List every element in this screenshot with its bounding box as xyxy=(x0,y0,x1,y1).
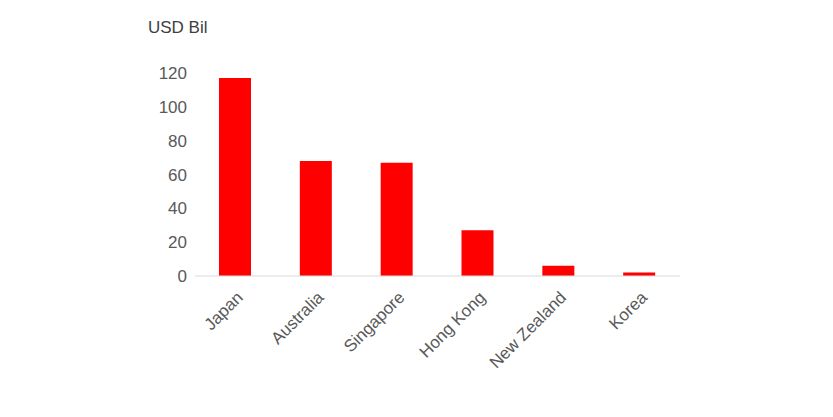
svg-text:New Zealand: New Zealand xyxy=(486,288,570,372)
svg-text:0: 0 xyxy=(178,267,187,286)
svg-text:40: 40 xyxy=(168,199,187,218)
svg-text:120: 120 xyxy=(159,64,187,83)
svg-text:Singapore: Singapore xyxy=(340,288,408,356)
svg-text:100: 100 xyxy=(159,98,187,117)
svg-text:Korea: Korea xyxy=(605,288,651,334)
svg-text:80: 80 xyxy=(168,132,187,151)
svg-text:20: 20 xyxy=(168,233,187,252)
html-text:USD Bil: USD Bil xyxy=(148,18,208,37)
svg-text:Japan: Japan xyxy=(201,288,247,334)
svg-text:Australia: Australia xyxy=(267,287,328,348)
svg-text:60: 60 xyxy=(168,166,187,185)
svg-text:Hong Kong: Hong Kong xyxy=(416,288,490,362)
